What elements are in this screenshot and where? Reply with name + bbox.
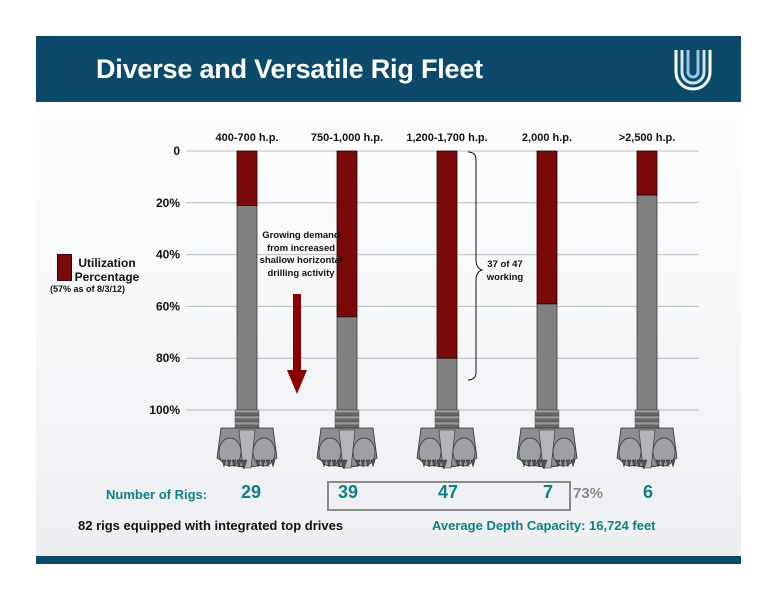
rig-count-3: 47 <box>438 482 459 502</box>
legend-sublabel: (57% as of 8/3/12) <box>50 284 126 294</box>
rig-count-5: 6 <box>643 482 654 502</box>
highlight-box <box>327 481 571 511</box>
drill-bit-icon <box>516 409 578 470</box>
y-tick-label: 100% <box>149 403 180 417</box>
legend-label: Utilization Percentage <box>74 256 140 284</box>
depth-capacity: Average Depth Capacity: 16,724 feet <box>432 518 656 533</box>
highlight-percentage: 73% <box>573 485 604 502</box>
y-tick-label: 20% <box>156 196 180 210</box>
rig-count-4: 7 <box>543 482 554 502</box>
drill-bit-icon <box>216 409 278 470</box>
y-tick-label: 40% <box>156 248 180 262</box>
rigs-label: Number of Rigs: <box>106 487 208 502</box>
category-label: 2,000 h.p. <box>522 132 572 144</box>
rig-count-1: 29 <box>241 482 262 502</box>
category-label: 1,200-1,700 h.p. <box>406 132 487 144</box>
legend-swatch <box>57 254 72 281</box>
slide: Diverse and Versatile Rig Fleet 0 20% 40% 6… <box>36 36 741 564</box>
y-tick-label: 80% <box>156 351 180 365</box>
working-annotation: 37 of 47 working <box>486 259 524 283</box>
pipe-segment <box>536 303 558 411</box>
pipe-segment <box>436 357 458 411</box>
header-bar: Diverse and Versatile Rig Fleet <box>36 36 741 102</box>
y-tick-label: 0 <box>173 144 180 158</box>
utilization-bar <box>436 150 458 359</box>
utilization-chart: 0 20% 40% 60% 80% 100% 400-700 h.p. 750-1,000 h… <box>149 132 699 470</box>
working-brace <box>467 151 484 381</box>
category-label: >2,500 h.p. <box>619 132 676 144</box>
demand-annotation: Growing demand from increased shallow ho… <box>259 230 343 279</box>
rig-count-2: 39 <box>338 482 359 502</box>
demand-arrow-shaft <box>293 294 301 372</box>
drill-bit-icon <box>416 409 478 470</box>
company-logo-icon <box>674 50 712 91</box>
utilization-bar <box>636 150 658 196</box>
category-label: 750-1,000 h.p. <box>311 132 383 144</box>
topdrives-note: 82 rigs equipped with integrated top dri… <box>78 518 344 533</box>
drill-bit-icon <box>316 409 378 470</box>
utilization-bar <box>336 150 358 318</box>
page-title: Diverse and Versatile Rig Fleet <box>96 54 483 84</box>
drill-bit-icon <box>616 409 678 470</box>
pipe-segment <box>336 316 358 411</box>
footer-bar <box>36 556 741 564</box>
category-label: 400-700 h.p. <box>216 132 279 144</box>
pipe-segment <box>236 204 258 411</box>
demand-arrow-head <box>287 370 307 394</box>
utilization-bar <box>236 150 258 206</box>
y-tick-label: 60% <box>156 299 180 313</box>
utilization-bar <box>536 150 558 305</box>
pipe-segment <box>636 194 658 411</box>
